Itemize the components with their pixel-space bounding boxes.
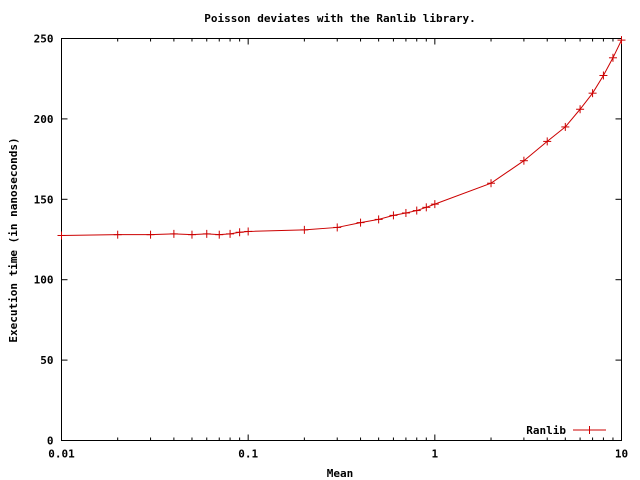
data-point <box>244 227 253 236</box>
y-tick-label: 150 <box>34 193 54 206</box>
x-axis-label: Mean <box>327 467 354 480</box>
data-point <box>374 215 383 224</box>
data-point <box>588 89 597 98</box>
x-tick-label: 10 <box>615 448 628 461</box>
series-line <box>61 39 622 236</box>
data-point <box>202 229 211 238</box>
data-point <box>215 230 224 239</box>
data-point <box>389 211 398 220</box>
y-tick-label: 0 <box>47 435 54 448</box>
y-tick-label: 200 <box>34 113 54 126</box>
data-point <box>487 179 496 188</box>
data-point <box>412 206 421 215</box>
data-point <box>356 218 365 227</box>
data-point <box>169 229 178 238</box>
data-point <box>57 231 66 240</box>
data-point <box>422 203 431 212</box>
y-axis: 0 50 100 150 200 250 <box>34 33 622 448</box>
data-point <box>430 200 439 209</box>
data-point <box>300 225 309 234</box>
data-point <box>519 156 528 165</box>
data-point <box>113 230 122 239</box>
data-point <box>226 229 235 238</box>
data-point <box>187 230 196 239</box>
data-point <box>608 53 617 62</box>
data-point <box>599 71 608 80</box>
data-point <box>401 208 410 217</box>
data-point <box>333 223 342 232</box>
data-point <box>617 36 626 45</box>
data-point <box>543 137 552 146</box>
x-tick-label: 0.01 <box>48 448 75 461</box>
chart-title: Poisson deviates with the Ranlib library… <box>204 12 476 25</box>
legend-label: Ranlib <box>526 424 566 437</box>
y-tick-label: 250 <box>34 33 54 46</box>
x-tick-label: 0.1 <box>238 448 258 461</box>
plot-frame <box>61 38 622 441</box>
legend: Ranlib <box>526 424 606 437</box>
series-layer <box>57 36 626 240</box>
x-axis: 0.01 0.1 1 10 <box>48 38 628 461</box>
data-point <box>576 105 585 114</box>
data-point <box>235 228 244 237</box>
data-point <box>561 122 570 131</box>
y-axis-label: Execution time (in nanoseconds) <box>7 137 20 342</box>
y-tick-label: 50 <box>40 354 53 367</box>
y-tick-label: 100 <box>34 274 54 287</box>
data-point <box>146 230 155 239</box>
x-tick-label: 1 <box>432 448 439 461</box>
